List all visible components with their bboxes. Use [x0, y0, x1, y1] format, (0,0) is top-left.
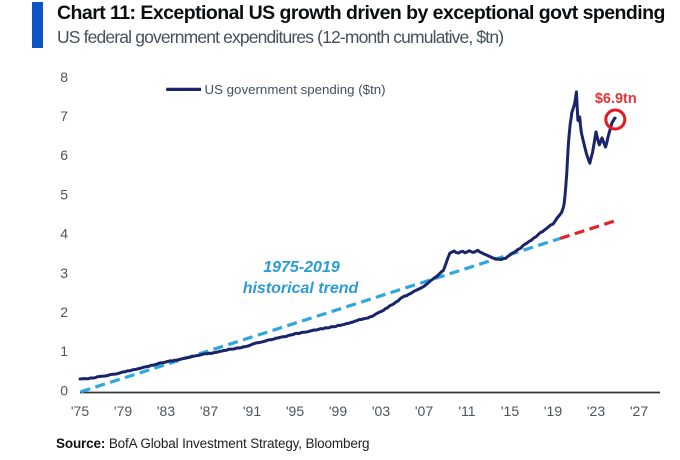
svg-text:'95: '95: [286, 403, 304, 419]
svg-text:8: 8: [60, 69, 68, 85]
svg-text:3: 3: [60, 265, 68, 281]
svg-text:'99: '99: [329, 403, 347, 419]
svg-text:'19: '19: [544, 403, 562, 419]
svg-text:US government spending ($tn): US government spending ($tn): [205, 82, 386, 97]
svg-text:'23: '23: [587, 403, 605, 419]
svg-text:'27: '27: [630, 403, 648, 419]
svg-text:'03: '03: [372, 403, 390, 419]
svg-text:'07: '07: [415, 403, 433, 419]
svg-text:'75: '75: [71, 403, 89, 419]
svg-text:4: 4: [60, 226, 68, 242]
svg-text:'11: '11: [458, 403, 475, 419]
svg-text:historical trend: historical trend: [243, 280, 360, 297]
svg-text:'91: '91: [243, 403, 261, 419]
svg-text:'83: '83: [157, 403, 175, 419]
svg-text:'15: '15: [501, 403, 519, 419]
svg-text:0: 0: [60, 382, 68, 398]
svg-text:7: 7: [60, 108, 68, 124]
svg-text:$6.9tn: $6.9tn: [595, 91, 637, 107]
svg-text:1: 1: [60, 343, 68, 359]
svg-text:'79: '79: [114, 403, 132, 419]
svg-text:5: 5: [60, 186, 68, 202]
svg-text:1975-2019: 1975-2019: [263, 259, 340, 276]
svg-text:'87: '87: [200, 403, 218, 419]
svg-text:2: 2: [60, 304, 68, 320]
svg-text:6: 6: [60, 147, 68, 163]
